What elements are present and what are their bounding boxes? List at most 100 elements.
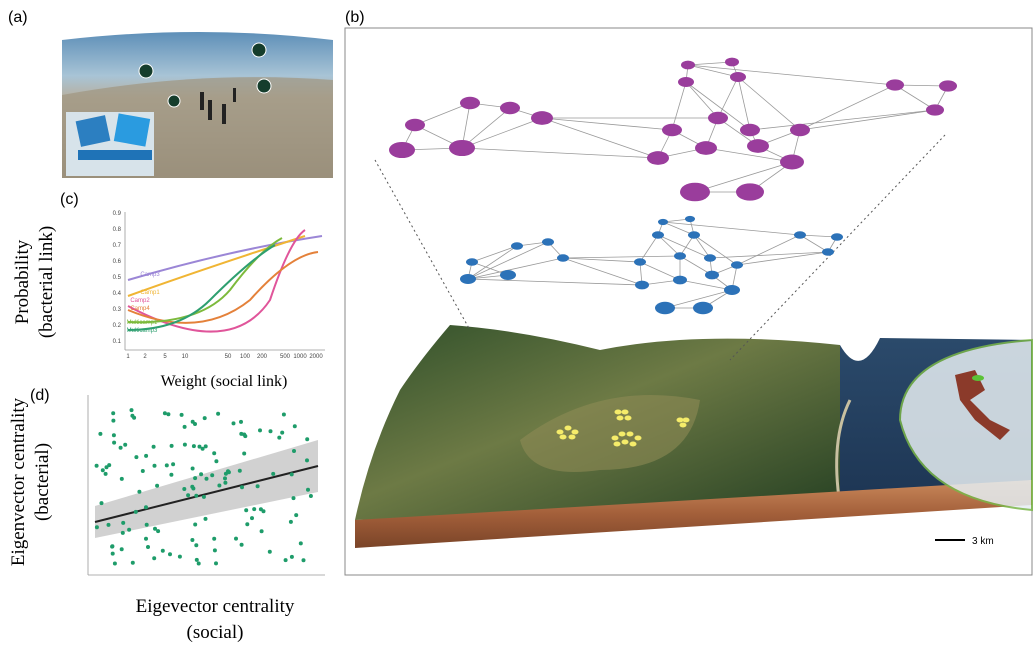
scatter-point bbox=[258, 507, 263, 512]
scatter-point bbox=[164, 463, 169, 468]
x-tick-label: 500 bbox=[280, 354, 291, 360]
network-node bbox=[747, 139, 769, 153]
network-node bbox=[449, 139, 475, 157]
scatter-point bbox=[155, 483, 160, 488]
camp-marker bbox=[621, 439, 629, 445]
scatter-point bbox=[130, 560, 135, 565]
scatter-point bbox=[283, 558, 288, 563]
scatter-point bbox=[111, 433, 116, 438]
y-axis-label: Eigenvector centrality bbox=[8, 397, 29, 566]
scatter-point bbox=[258, 428, 262, 433]
scatter-point bbox=[103, 471, 108, 476]
scatter-point bbox=[289, 472, 294, 477]
network-edge bbox=[657, 234, 711, 259]
scatter-point bbox=[280, 430, 285, 435]
camp-marker bbox=[682, 417, 690, 423]
scatter-point bbox=[144, 536, 148, 541]
network-edge bbox=[414, 102, 471, 126]
network-node bbox=[886, 79, 904, 91]
scatter-point bbox=[306, 487, 310, 492]
scatter-point bbox=[259, 529, 264, 534]
network-node bbox=[780, 154, 804, 170]
scatter-point bbox=[239, 419, 243, 424]
network-edge bbox=[639, 234, 659, 263]
curve bbox=[127, 235, 323, 281]
scatter-point bbox=[291, 496, 296, 501]
scatter-point bbox=[199, 472, 204, 477]
scatter-point bbox=[129, 408, 134, 413]
camp-marker bbox=[616, 415, 624, 421]
scatter-point bbox=[169, 443, 174, 448]
scatter-point bbox=[160, 548, 165, 553]
scatter-point bbox=[190, 484, 195, 489]
scatter-point bbox=[153, 526, 157, 531]
scatter-point bbox=[242, 451, 247, 456]
network-node bbox=[705, 270, 719, 280]
y-tick-label: 0.5 bbox=[113, 275, 122, 281]
camp-marker bbox=[626, 431, 634, 437]
network-edge bbox=[562, 257, 643, 286]
scatter-point bbox=[216, 411, 221, 416]
scatter-point bbox=[298, 541, 303, 546]
curve bbox=[127, 244, 276, 331]
scatter-point bbox=[217, 483, 222, 488]
scatter-point bbox=[107, 463, 112, 468]
network-edge bbox=[679, 234, 695, 257]
network-edge bbox=[461, 147, 659, 159]
y-tick-label: 0.2 bbox=[113, 323, 122, 329]
scatter-point bbox=[190, 466, 195, 471]
network-node bbox=[674, 252, 686, 260]
network-node bbox=[681, 60, 695, 70]
scatter-point bbox=[301, 558, 306, 563]
scatter-point bbox=[110, 544, 115, 549]
x-axis-label: (social) bbox=[187, 622, 244, 643]
camp-marker bbox=[624, 415, 632, 421]
camp-marker bbox=[621, 409, 629, 415]
network-node bbox=[658, 218, 668, 226]
scatter-point bbox=[202, 416, 207, 421]
scatter-point bbox=[214, 561, 218, 566]
x-tick-label: 200 bbox=[257, 354, 268, 360]
scatter-point bbox=[271, 471, 276, 476]
y-axis-label: Probability bbox=[12, 239, 33, 324]
scatter-point bbox=[144, 453, 149, 458]
x-axis-label: Weight (social link) bbox=[161, 373, 288, 390]
scatter-point bbox=[204, 476, 209, 481]
network-edge bbox=[562, 257, 641, 263]
scatter-point bbox=[223, 476, 227, 481]
camp-marker bbox=[571, 429, 579, 435]
scatter-point bbox=[140, 469, 145, 473]
scatter-point bbox=[212, 536, 217, 541]
scatter-point bbox=[112, 561, 117, 566]
scatter-point bbox=[169, 472, 174, 477]
scatter-point bbox=[106, 522, 111, 527]
x-tick-label: 2000 bbox=[309, 354, 323, 360]
scatter-point bbox=[121, 520, 126, 525]
network-node bbox=[542, 238, 554, 246]
panel-label: (d) bbox=[30, 387, 50, 404]
networks bbox=[389, 57, 957, 447]
scatter-point bbox=[305, 437, 310, 442]
camp-marker bbox=[556, 429, 564, 435]
network-edge bbox=[467, 257, 564, 280]
network-edge bbox=[799, 109, 936, 131]
scatter-point bbox=[203, 444, 208, 449]
scatter-point bbox=[294, 513, 299, 518]
scatter-point bbox=[162, 411, 167, 416]
y-tick-label: 0.7 bbox=[113, 243, 122, 249]
network-edge bbox=[737, 76, 801, 131]
panel-label: (c) bbox=[60, 191, 79, 208]
network-node bbox=[730, 72, 746, 82]
network-node bbox=[725, 57, 739, 67]
camp-marker bbox=[618, 431, 626, 437]
scatter-point bbox=[237, 468, 242, 473]
network-node bbox=[831, 233, 843, 241]
scatter-point bbox=[267, 549, 272, 554]
scatter-point bbox=[182, 487, 187, 491]
scatter-point bbox=[151, 444, 156, 449]
x-tick-label: 10 bbox=[182, 354, 189, 360]
network-node bbox=[531, 111, 553, 125]
scatter-point bbox=[168, 552, 172, 557]
scatter-point bbox=[144, 505, 148, 510]
scatter-point bbox=[171, 462, 176, 467]
